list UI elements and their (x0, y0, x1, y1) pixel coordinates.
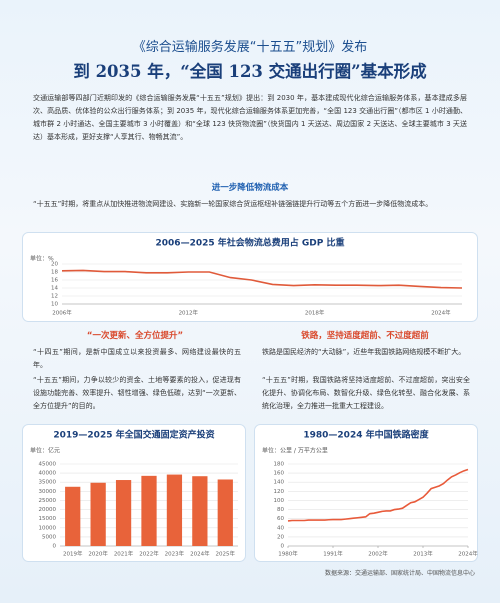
bar (166, 474, 183, 546)
y-tick-label: 160 (274, 471, 285, 477)
x-tick-label: 2019年 (63, 550, 83, 558)
paragraph: “十四五”期间，是新中国成立以来投资最多、网络建设最快的五年。 (33, 348, 241, 369)
x-tick-label: 2021年 (114, 550, 134, 558)
y-tick-label: 0 (53, 544, 57, 550)
x-tick-label: 2025年 (216, 550, 236, 558)
y-tick-label: 0 (281, 544, 285, 550)
x-tick-label: 1991年 (323, 550, 343, 558)
source: 数据来源：交通运输部、国家统计局、中国物流信息中心 (324, 570, 475, 577)
chart-title: 2006—2025 年社会物流总费用占 GDP 比重 (156, 237, 345, 249)
y-tick-label: 14 (51, 286, 58, 292)
y-tick-label: 25000 (39, 498, 57, 504)
section-heading: “一次更新、全方位提升” (86, 331, 184, 341)
y-tick-label: 5000 (42, 534, 56, 540)
x-tick-label: 1980年 (278, 550, 298, 558)
line (61, 269, 463, 289)
y-tick-label: 45000 (39, 462, 57, 468)
y-tick-label: 60 (277, 516, 284, 522)
section-heading: 铁路，坚持适度超前、不过度超前 (301, 331, 429, 341)
y-tick-label: 20000 (39, 507, 57, 513)
x-tick-label: 2024年 (190, 550, 210, 558)
x-tick-label: 2006年 (52, 309, 72, 317)
title: 《综合运输服务发展“十五五”规划》发布 (132, 40, 368, 55)
intro: 交通运输部等四部门近期印发的《综合运输服务发展“十五五”规划》提出：到 2030… (33, 94, 467, 141)
paragraph: “十五五”时期，我国铁路将坚持适度超前、不过度超前，突出安全化提升、协调化布局、… (262, 376, 470, 410)
chart-title: 1980—2024 年中国铁路密度 (303, 429, 429, 441)
y-tick-label: 40000 (39, 471, 57, 477)
x-tick-label: 2012年 (179, 309, 199, 317)
x-tick-label: 2013年 (413, 550, 433, 558)
y-tick-label: 40 (277, 525, 284, 531)
y-tick-label: 15000 (39, 516, 57, 522)
headline: 到 2035 年，“全国 123 交通出行圈”基本形成 (73, 62, 427, 81)
y-tick-label: 100 (274, 498, 285, 504)
bar (115, 480, 132, 546)
x-tick-label: 2002年 (368, 550, 388, 558)
y-tick-label: 120 (274, 489, 285, 495)
x-tick-label: 2020年 (88, 550, 108, 558)
paragraph: “十五五”期间，力争以较少的资金、土地等要素的投入，促进现有设施功能完善、效率提… (33, 376, 241, 410)
x-tick-label: 2024年 (458, 550, 478, 558)
chart-title: 2019—2025 年全国交通固定资产投资 (53, 429, 214, 441)
bar (90, 482, 106, 546)
y-tick-label: 35000 (39, 480, 57, 486)
y-tick-label: 10 (51, 302, 58, 308)
y-tick-label: 180 (274, 462, 285, 468)
y-tick-label: 30000 (39, 489, 57, 495)
x-tick-label: 2023年 (165, 550, 185, 558)
line (287, 468, 469, 522)
unit-label: 单位：公里 / 万平方公里 (262, 447, 328, 455)
bar (217, 479, 233, 546)
bar (65, 486, 81, 546)
section-heading: 进一步降低物流成本 (211, 183, 289, 193)
bar (192, 476, 208, 546)
y-tick-label: 18 (51, 270, 58, 276)
x-tick-label: 2018年 (305, 309, 325, 317)
y-tick-label: 16 (51, 278, 58, 284)
unit-label: 单位：亿元 (30, 447, 60, 455)
paragraph: “十五五”时期，将重点从加快推进物流网建设、实施新一轮国家综合货运枢纽补链强链提… (33, 200, 433, 208)
x-tick-label: 2024年 (431, 309, 451, 317)
y-tick-label: 12 (51, 294, 58, 300)
y-tick-label: 80 (277, 507, 284, 513)
x-tick-label: 2022年 (139, 550, 159, 558)
y-tick-label: 140 (274, 480, 285, 486)
y-tick-label: 20 (51, 262, 58, 268)
unit-label: 单位：% (30, 255, 54, 263)
bar (141, 475, 157, 546)
y-tick-label: 10000 (39, 525, 57, 531)
y-tick-label: 20 (277, 534, 284, 540)
paragraph: 铁路是国民经济的“大动脉”，近些年我国铁路网络规模不断扩大。 (262, 348, 466, 356)
